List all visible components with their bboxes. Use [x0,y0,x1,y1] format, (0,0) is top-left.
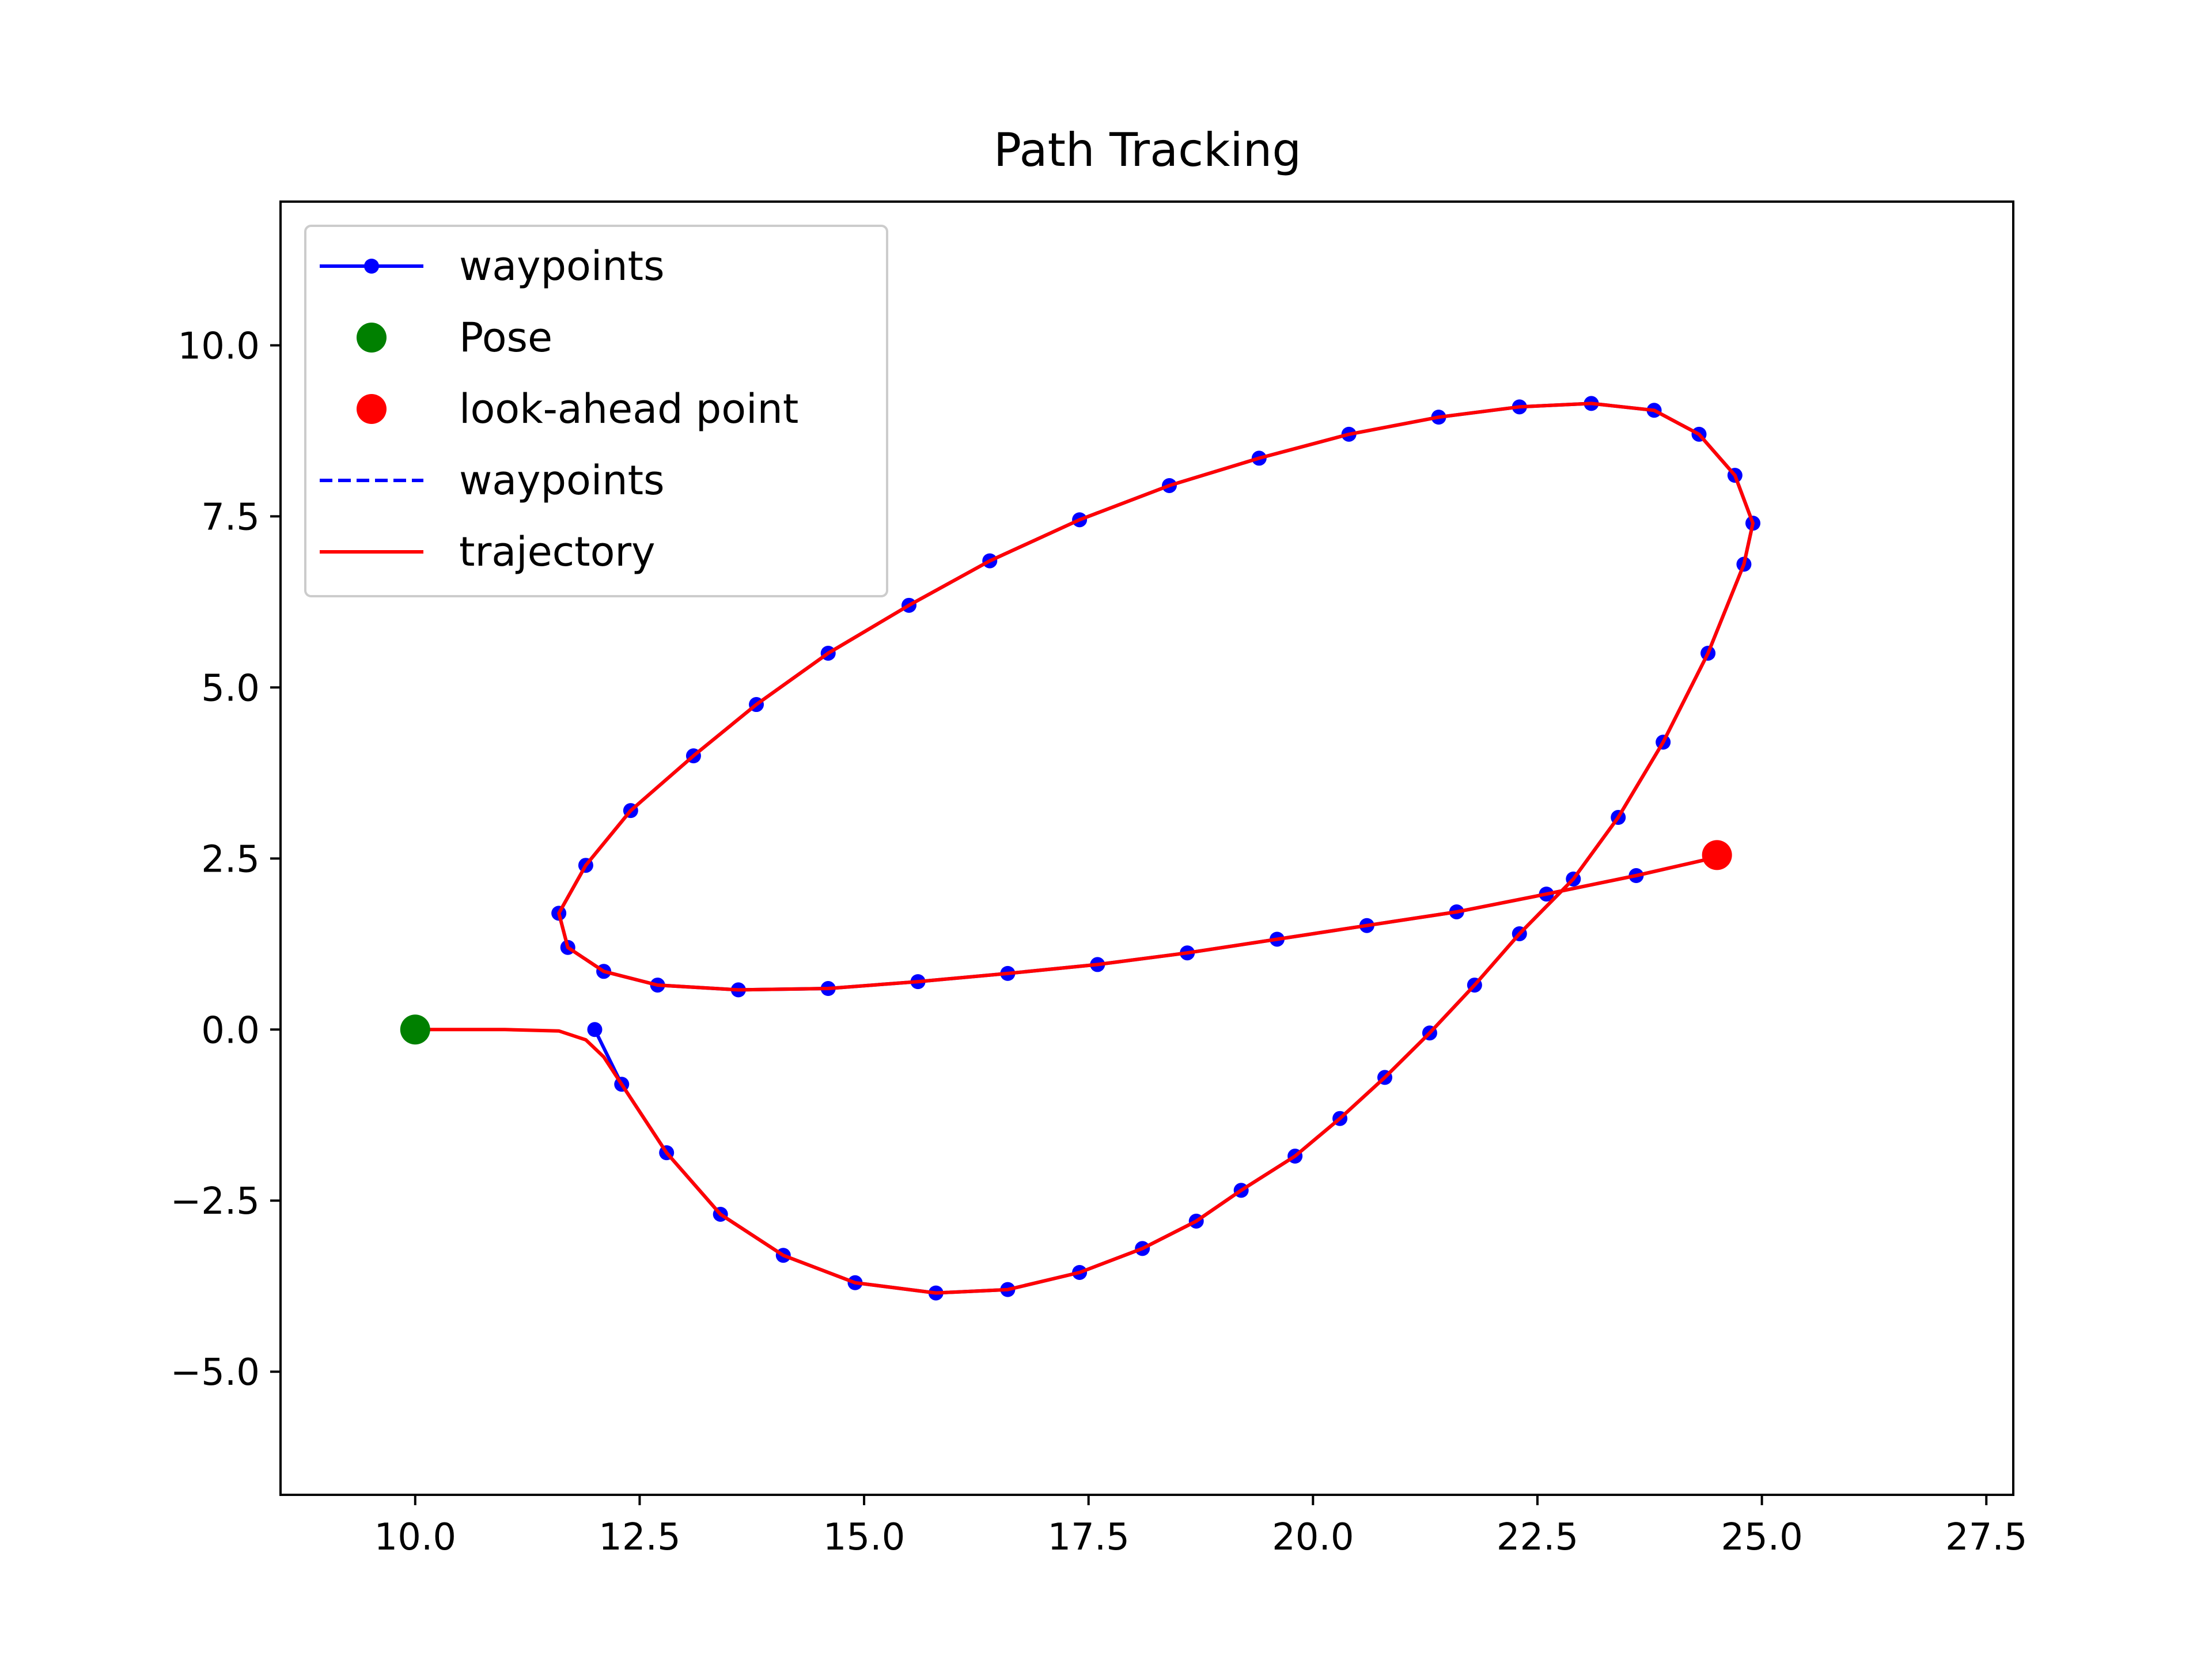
chart-title: Path Tracking [994,123,1301,177]
waypoint-marker [587,1022,603,1037]
legend-label: Pose [459,314,552,361]
legend-label: look-ahead point [459,385,798,433]
legend-label: waypoints [459,243,665,290]
y-tick-label: −5.0 [171,1351,260,1394]
y-tick-label: 7.5 [201,496,260,539]
x-tick-label: 10.0 [374,1516,457,1559]
legend-label: waypoints [459,457,665,504]
x-tick-label: 15.0 [823,1516,906,1559]
y-tick-label: −2.5 [171,1180,260,1223]
look-ahead-marker [1702,840,1732,870]
legend-label: trajectory [459,528,656,575]
x-tick-label: 17.5 [1047,1516,1130,1559]
x-tick-label: 25.0 [1721,1516,1803,1559]
x-tick-label: 22.5 [1497,1516,1579,1559]
legend: waypoints Pose look-ahead point waypoints tr… [304,225,888,597]
x-axis: 10.0 12.5 15.0 17.5 20.0 22.5 25.0 27.5 [374,1495,2028,1559]
y-axis: −5.0 −2.5 0.0 2.5 5.0 7.5 10.0 [171,325,281,1394]
x-tick-label: 12.5 [599,1516,681,1559]
y-tick-label: 5.0 [201,667,260,710]
plot-area [400,396,1761,1301]
y-tick-label: 2.5 [201,838,260,881]
legend-handle-marker [357,394,387,424]
legend-box [304,225,888,597]
legend-handle-dot [364,259,379,274]
y-tick-label: 0.0 [201,1009,260,1052]
y-tick-label: 10.0 [178,325,260,368]
legend-handle-marker [357,323,387,353]
x-tick-label: 20.0 [1272,1516,1354,1559]
trajectory-line [415,402,1755,1295]
axes-frame [279,200,2014,1496]
pose-marker [400,1014,430,1045]
x-tick-label: 27.5 [1945,1516,2028,1559]
